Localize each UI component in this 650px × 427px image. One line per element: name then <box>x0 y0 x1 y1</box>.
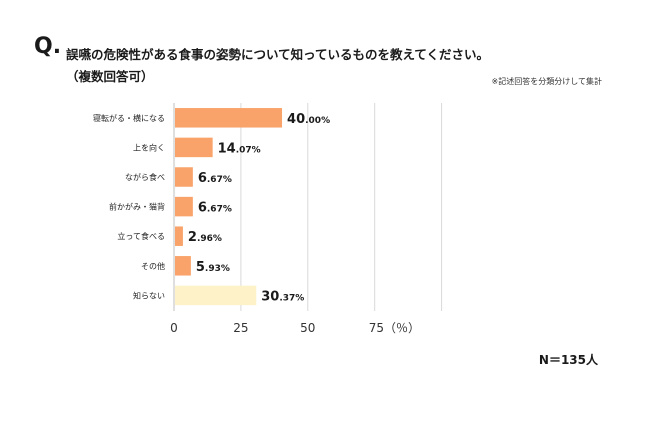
data-label: 6.67% <box>198 171 232 186</box>
category-label: 寝転がる・横になる <box>93 113 165 123</box>
x-tick-label: 50 <box>300 321 315 335</box>
x-tick-label: 25 <box>233 321 248 335</box>
bar <box>175 196 193 217</box>
x-tick-label: 75（％） <box>369 321 420 335</box>
bar <box>175 226 183 246</box>
x-tick-label: 0 <box>170 321 178 335</box>
data-label: 5.93% <box>196 260 230 275</box>
question-subtext: （複数回答可） <box>66 69 154 84</box>
aggregation-note: ※記述回答を分類分けして集計 <box>491 77 602 86</box>
category-label: 前かがみ・猫背 <box>109 202 165 212</box>
bar <box>175 285 257 306</box>
question-mark: Q. <box>34 34 62 59</box>
bar <box>175 137 213 158</box>
question-text: 誤嚥の危険性がある食事の姿勢について知っているものを教えてください。 <box>66 47 490 62</box>
bar <box>175 167 193 187</box>
category-label: その他 <box>141 261 165 271</box>
bar <box>175 256 191 276</box>
data-label: 2.96% <box>188 230 222 245</box>
data-label: 6.67% <box>198 201 232 216</box>
category-label: 知らない <box>133 290 165 300</box>
data-label: 14.07% <box>218 141 261 156</box>
data-label: 30.37% <box>261 289 304 304</box>
category-label: 立って食べる <box>117 231 165 241</box>
sample-size-label: N＝135人 <box>538 353 598 367</box>
category-label: 上を向く <box>133 142 165 152</box>
category-label: ながら食べ <box>125 172 165 182</box>
bar <box>175 108 283 128</box>
data-label: 40.00% <box>287 112 330 127</box>
